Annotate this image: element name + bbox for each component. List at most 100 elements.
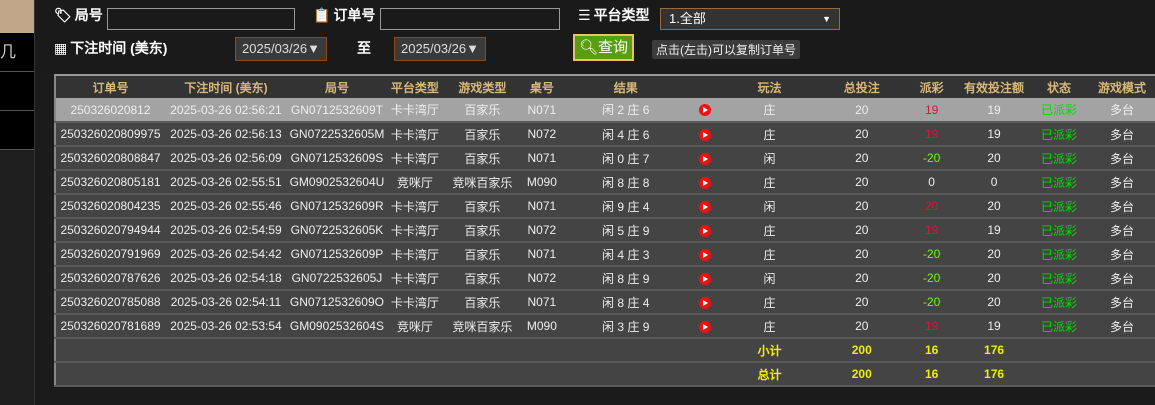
empty-cell — [521, 362, 562, 387]
empty-cell — [1029, 338, 1089, 363]
bet-time: 2025-03-26 02:55:51 — [164, 170, 287, 195]
order-id[interactable]: 250326020791969 — [55, 242, 165, 267]
round-id: GN0712532609O — [286, 290, 387, 315]
order-id[interactable]: 250326020805181 — [55, 170, 165, 195]
order-id[interactable]: 250326020804235 — [55, 194, 165, 219]
replay-cell — [689, 122, 720, 147]
play-icon[interactable] — [698, 320, 711, 333]
total-label: 总计 — [719, 362, 820, 387]
order-id[interactable]: 250326020809975 — [55, 122, 165, 147]
column-header: 结果 — [561, 75, 690, 98]
platform-select[interactable]: 1.全部 ▼ — [660, 8, 840, 30]
table-row[interactable]: 250326020805181 2025-03-26 02:55:51 GM0902… — [55, 170, 1155, 195]
result: 闲 8 庄 9 — [561, 266, 690, 291]
order-id[interactable]: 250326020785088 — [55, 290, 165, 315]
sidebar-item[interactable]: 几 — [0, 33, 34, 72]
result: 闲 8 庄 8 — [561, 170, 690, 195]
query-button[interactable]: 🔍︎查询 — [573, 34, 634, 61]
platform: 竞咪厅 — [386, 314, 443, 339]
chevron-down-icon: ▼ — [822, 14, 831, 24]
result: 闲 9 庄 4 — [561, 194, 690, 219]
table-row[interactable]: 250326020791969 2025-03-26 02:54:42 GN0712… — [55, 242, 1155, 267]
table-row[interactable]: 250326020804235 2025-03-26 02:55:46 GN0712… — [55, 194, 1155, 219]
sidebar-item[interactable] — [0, 72, 34, 111]
replay-cell — [689, 98, 720, 123]
payout: -20 — [904, 266, 960, 291]
order-id[interactable]: 250326020787626 — [55, 266, 165, 291]
table-row[interactable]: 250326020794944 2025-03-26 02:54:59 GN0722… — [55, 218, 1155, 243]
result: 闲 2 庄 6 — [561, 98, 690, 123]
column-header: 状态 — [1029, 75, 1089, 98]
game-type: 竞咪百家乐 — [442, 170, 522, 195]
game-mode: 多台 — [1088, 194, 1155, 219]
table-row[interactable]: 250326020787626 2025-03-26 02:54:18 GN0722… — [55, 266, 1155, 291]
play-type: 闲 — [719, 266, 820, 291]
table-no: M090 — [521, 314, 562, 339]
date-from-picker[interactable]: 2025/03/26▼ — [235, 37, 327, 61]
table-row[interactable]: 250326020785088 2025-03-26 02:54:11 GN0712… — [55, 290, 1155, 315]
total-total-bet: 200 — [819, 362, 905, 387]
order-input[interactable] — [380, 8, 560, 30]
column-header: 游戏模式 — [1088, 75, 1155, 98]
table-row[interactable]: 250326020808847 2025-03-26 02:56:09 GN0712… — [55, 146, 1155, 171]
order-id[interactable]: 250326020794944 — [55, 218, 165, 243]
play-icon[interactable] — [698, 224, 711, 237]
play-icon[interactable] — [698, 272, 711, 285]
empty-cell — [386, 338, 443, 363]
valid-bet: 19 — [959, 122, 1030, 147]
empty-cell — [521, 338, 562, 363]
table-row[interactable]: 250326020781689 2025-03-26 02:53:54 GM0902… — [55, 314, 1155, 339]
empty-cell — [689, 338, 720, 363]
column-header: 桌号 — [521, 75, 562, 98]
bet-time: 2025-03-26 02:54:18 — [164, 266, 287, 291]
time-label: ▦ 下注时间 (美东) — [54, 38, 167, 58]
column-header: 派彩 — [904, 75, 960, 98]
replay-cell — [689, 290, 720, 315]
order-label-text: 订单号 — [333, 7, 376, 23]
game-mode: 多台 — [1088, 266, 1155, 291]
game-type: 百家乐 — [442, 266, 522, 291]
play-type: 庄 — [719, 314, 820, 339]
game-mode: 多台 — [1088, 170, 1155, 195]
play-icon[interactable] — [698, 176, 711, 189]
play-icon[interactable] — [698, 296, 711, 309]
play-type: 庄 — [719, 242, 820, 267]
empty-cell — [1088, 362, 1155, 387]
replay-cell — [689, 146, 720, 171]
status: 已派彩 — [1029, 314, 1089, 339]
order-id[interactable]: 250326020808847 — [55, 146, 165, 171]
play-icon[interactable] — [698, 200, 711, 213]
round-id: GM0902532604S — [286, 314, 387, 339]
bet-time: 2025-03-26 02:53:54 — [164, 314, 287, 339]
list-icon: ☰ — [578, 6, 591, 23]
total-bet: 20 — [819, 194, 905, 219]
total-bet: 20 — [819, 290, 905, 315]
replay-cell — [689, 170, 720, 195]
sidebar: 几 — [0, 0, 35, 405]
subtotal-label: 小计 — [719, 338, 820, 363]
total-bet: 20 — [819, 218, 905, 243]
order-id[interactable]: 250326020781689 — [55, 314, 165, 339]
table-row[interactable]: 250326020809975 2025-03-26 02:56:13 GN0722… — [55, 122, 1155, 147]
round-input[interactable] — [107, 8, 295, 30]
payout: 0 — [904, 170, 960, 195]
status: 已派彩 — [1029, 122, 1089, 147]
date-to-picker[interactable]: 2025/03/26▼ — [394, 37, 486, 61]
play-icon[interactable] — [698, 152, 711, 165]
platform: 卡卡湾厅 — [386, 98, 443, 123]
play-icon[interactable] — [698, 128, 711, 141]
status: 已派彩 — [1029, 98, 1089, 123]
play-icon[interactable] — [698, 248, 711, 261]
total-bet: 20 — [819, 170, 905, 195]
bet-time: 2025-03-26 02:56:21 — [164, 98, 287, 123]
payout: -20 — [904, 146, 960, 171]
column-header: 总投注 — [819, 75, 905, 98]
sidebar-item[interactable] — [0, 111, 34, 150]
status: 已派彩 — [1029, 194, 1089, 219]
table-row[interactable]: 250326020812 2025-03-26 02:56:21 GN0712532… — [55, 98, 1155, 123]
platform: 卡卡湾厅 — [386, 290, 443, 315]
replay-cell — [689, 314, 720, 339]
column-header — [689, 75, 720, 98]
play-icon[interactable] — [698, 104, 711, 117]
order-id[interactable]: 250326020812 — [55, 98, 165, 123]
